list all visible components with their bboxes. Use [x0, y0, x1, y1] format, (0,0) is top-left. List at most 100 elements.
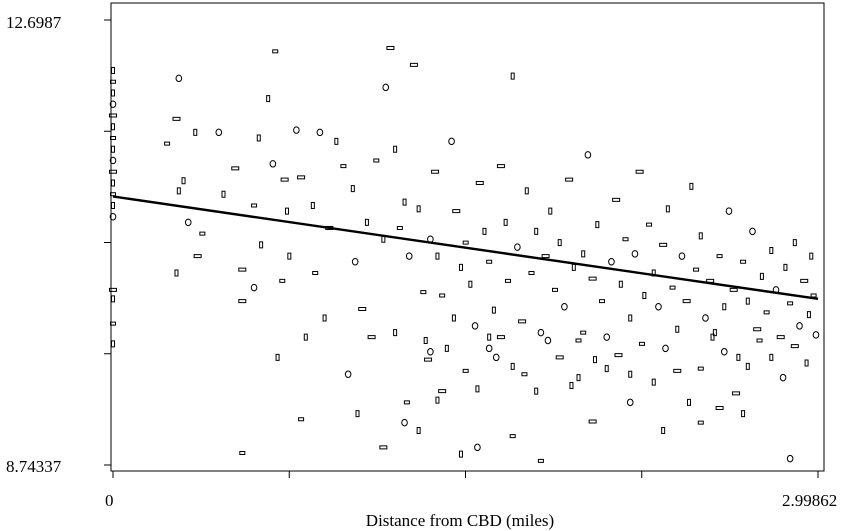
data-point: [474, 443, 481, 452]
data-point: [109, 213, 117, 221]
data-point: [401, 418, 408, 427]
data-point: [673, 368, 682, 373]
data-point: [172, 116, 181, 121]
data-point: [462, 240, 469, 245]
data-point: [344, 370, 352, 378]
data-point: [402, 198, 407, 206]
data-point: [379, 445, 388, 450]
data-point: [109, 287, 117, 292]
data-point: [322, 314, 327, 322]
data-point: [109, 169, 117, 174]
data-point: [409, 62, 418, 67]
data-point: [710, 333, 715, 341]
data-point: [438, 389, 447, 394]
data-point: [628, 370, 633, 378]
data-point: [745, 297, 750, 305]
data-point: [221, 190, 226, 198]
data-point: [416, 427, 421, 435]
data-point: [588, 419, 597, 424]
data-point: [350, 185, 355, 193]
data-point: [175, 74, 183, 83]
data-point: [458, 450, 463, 458]
data-point: [783, 263, 788, 271]
data-point: [358, 306, 367, 311]
data-point: [534, 387, 539, 395]
data-point: [806, 311, 811, 319]
data-point: [503, 218, 508, 226]
data-point: [111, 201, 115, 209]
data-point: [109, 156, 117, 165]
data-point: [655, 303, 662, 311]
data-point: [416, 205, 421, 213]
data-point: [393, 145, 398, 153]
data-point: [646, 222, 653, 227]
data-point: [604, 365, 609, 373]
data-point: [712, 329, 717, 337]
data-point: [312, 270, 319, 275]
data-point: [524, 187, 529, 195]
data-point: [800, 278, 809, 283]
data-point: [537, 458, 544, 463]
data-point: [675, 325, 680, 333]
data-point: [759, 272, 764, 280]
data-point: [689, 182, 694, 190]
data-point: [431, 169, 440, 174]
data-point: [638, 341, 645, 346]
data-point: [769, 353, 774, 361]
data-point: [176, 187, 181, 195]
data-point: [238, 299, 247, 304]
y-tick-label-top: 12.6987: [6, 13, 62, 32]
data-point: [284, 207, 289, 215]
data-point: [355, 410, 360, 418]
data-point: [702, 314, 709, 322]
data-point: [614, 353, 623, 358]
data-point: [448, 137, 455, 146]
data-point: [458, 263, 463, 271]
data-point: [548, 207, 553, 215]
data-point: [439, 293, 446, 298]
data-point: [303, 333, 308, 341]
data-point: [745, 362, 750, 370]
data-point: [682, 299, 691, 304]
x-tick-label-right: 2.99862: [782, 491, 837, 510]
data-point: [741, 410, 746, 418]
data-point: [184, 218, 192, 227]
data-point: [316, 128, 324, 137]
data-point: [626, 398, 634, 407]
data-point: [238, 267, 247, 272]
data-point: [555, 355, 564, 360]
data-point: [351, 258, 359, 266]
data-point: [537, 328, 545, 337]
data-point: [110, 135, 116, 140]
data-point: [298, 417, 305, 422]
data-point: [725, 207, 733, 215]
data-point: [297, 175, 306, 180]
data-point: [756, 338, 763, 343]
data-point: [693, 267, 700, 272]
data-point: [603, 333, 611, 341]
data-point: [427, 348, 434, 356]
data-point: [386, 45, 395, 50]
data-point: [452, 209, 461, 214]
data-point: [659, 242, 668, 247]
data-point: [381, 235, 386, 243]
data-point: [259, 241, 264, 249]
data-point: [669, 285, 676, 290]
data-point: [423, 336, 428, 344]
data-point: [193, 254, 202, 259]
data-point: [111, 89, 115, 97]
data-point: [809, 252, 814, 260]
data-point: [561, 303, 568, 311]
data-point: [275, 353, 280, 361]
data-point: [475, 385, 480, 393]
data-point: [635, 169, 644, 174]
data-point: [382, 83, 390, 92]
data-point: [239, 451, 246, 456]
data-point: [779, 373, 787, 382]
data-point: [792, 239, 797, 247]
data-point: [396, 225, 403, 230]
data-point: [722, 303, 727, 311]
data-point: [111, 340, 115, 348]
data-point: [250, 283, 258, 292]
data-point: [486, 259, 493, 264]
